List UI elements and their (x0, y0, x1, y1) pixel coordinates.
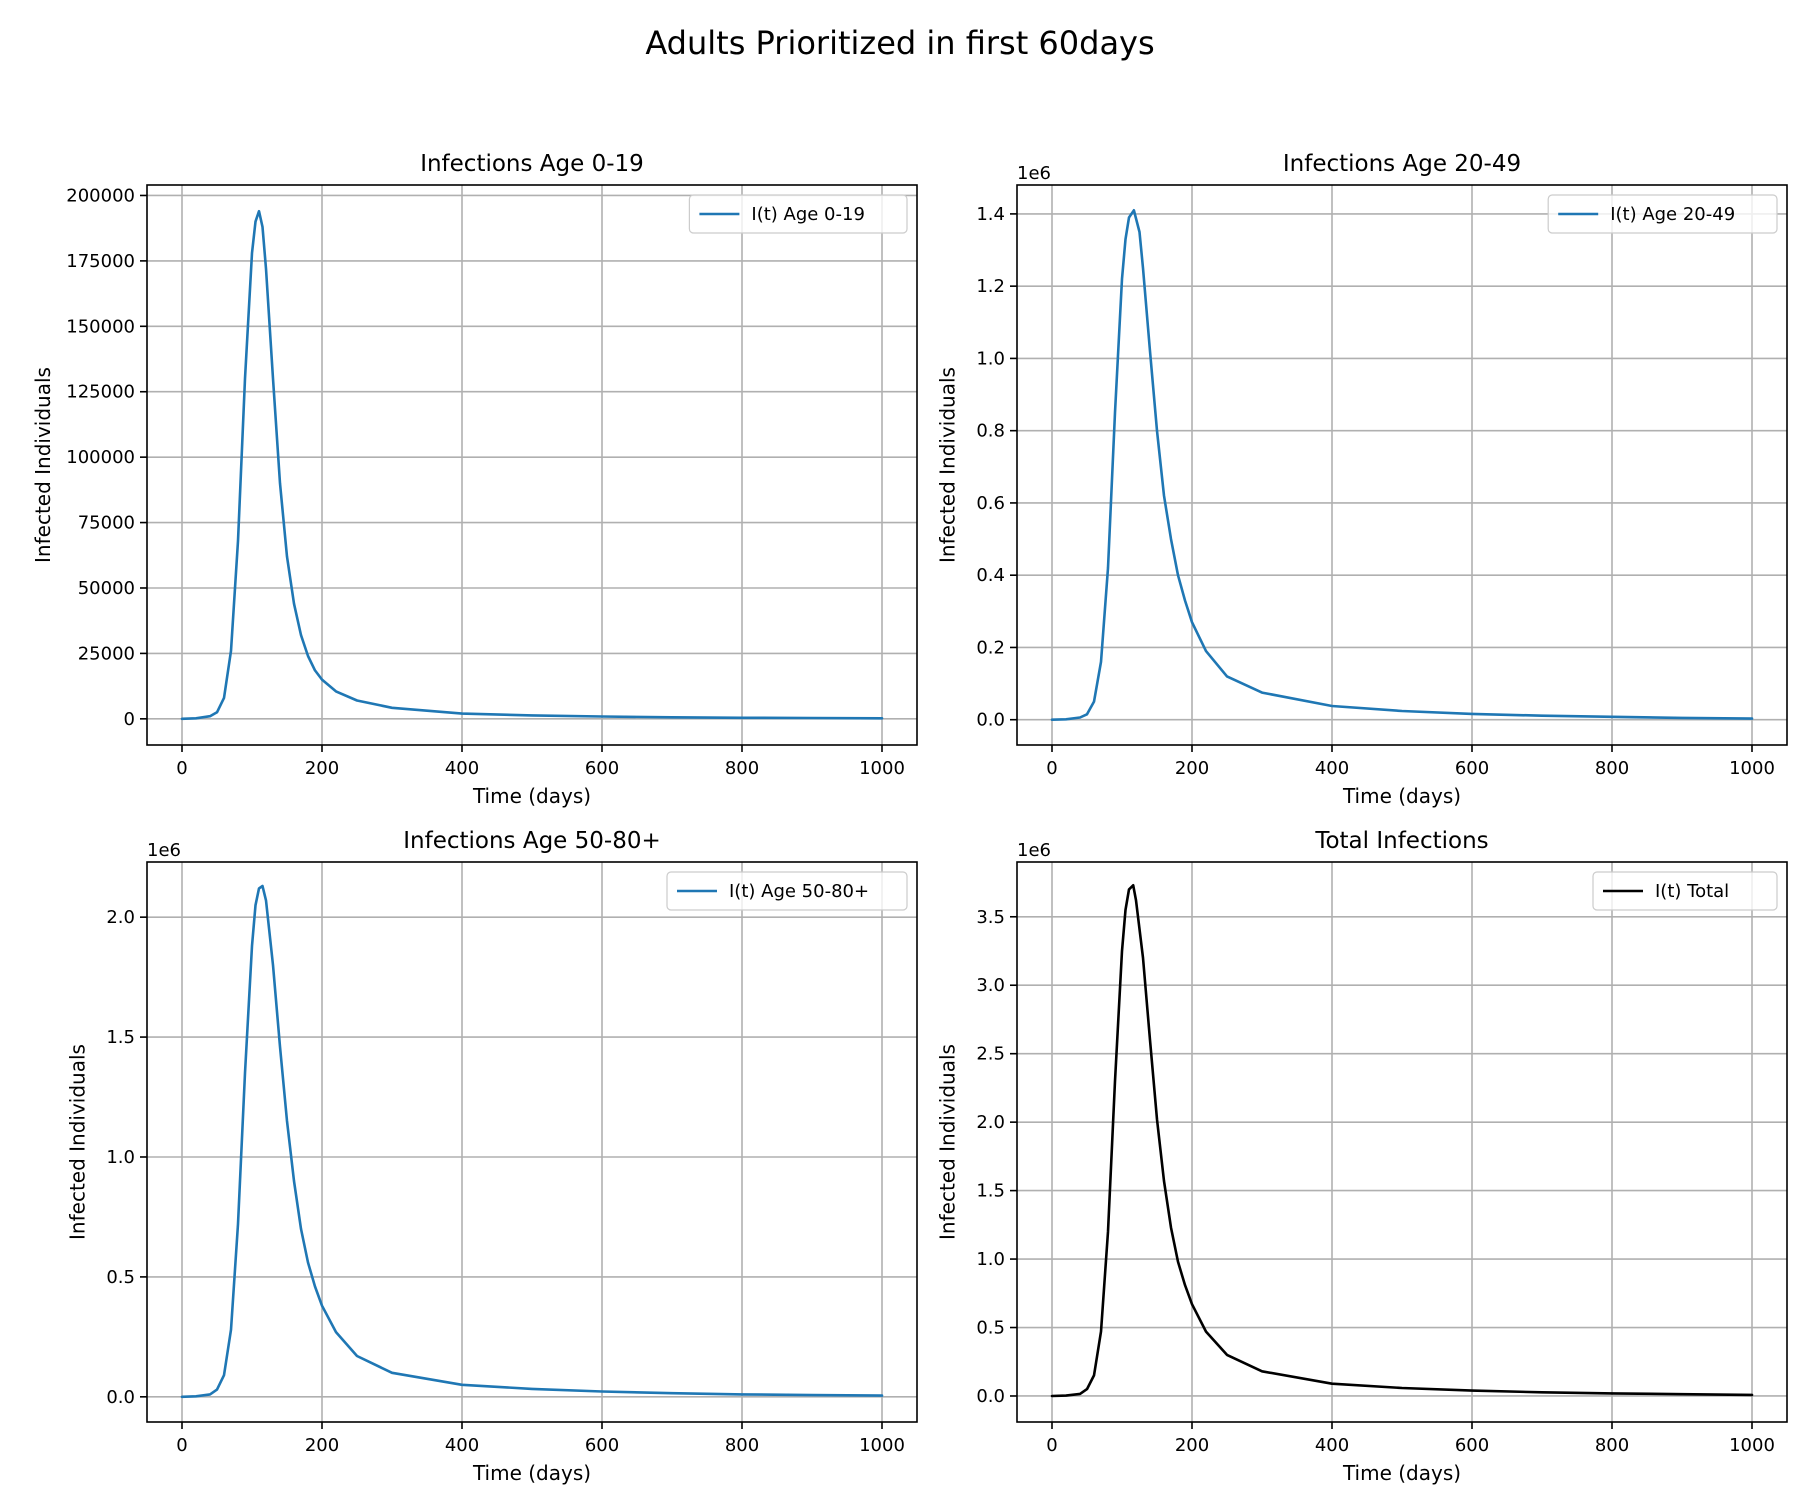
y-tick-label: 2.0 (106, 907, 135, 928)
y-tick-label: 50000 (78, 578, 135, 599)
x-tick-label: 1000 (859, 1435, 905, 1456)
x-tick-label: 1000 (1729, 1435, 1775, 1456)
x-tick-label: 0 (176, 1435, 187, 1456)
x-tick-label: 400 (445, 1435, 479, 1456)
axes-frame (146, 861, 918, 1423)
x-tick-label: 200 (305, 1435, 339, 1456)
axes-frame (1016, 861, 1788, 1423)
subplot-2: 0 200 400 600 800 1000 0.0 0.2 0.4 0.6 0.8 1.0 1.2 1.… (936, 151, 1788, 808)
y-tick-label: 175000 (66, 251, 135, 272)
x-tick-label: 0 (1046, 1435, 1057, 1456)
y-tick-label: 0.6 (976, 493, 1005, 514)
series-line (1050, 884, 1754, 1398)
y-tick-label: 0 (124, 709, 135, 730)
legend-label: I(t) Age 20-49 (1610, 204, 1735, 225)
y-tick-label: 0.5 (976, 1318, 1005, 1339)
series-line (180, 209, 884, 721)
subplot-1: 0 200 400 600 800 1000 0 25000 50000 75000 100000 1… (31, 151, 918, 808)
y-tick-label: 25000 (78, 643, 135, 664)
x-tick-label: 600 (585, 758, 619, 779)
axes-frame (146, 184, 918, 746)
y-tick-label: 0.8 (976, 421, 1005, 442)
y-offset-label: 1e6 (1017, 163, 1051, 184)
y-tick-label: 1.0 (106, 1147, 135, 1168)
legend-label: I(t) Age 50-80+ (729, 881, 869, 902)
y-tick-label: 1.4 (976, 204, 1005, 225)
y-axis-label: Infected Individuals (936, 1044, 960, 1240)
legend: I(t) Age 50-80+ (666, 871, 908, 911)
y-tick-label: 0.5 (106, 1267, 135, 1288)
x-tick-label: 400 (1315, 1435, 1349, 1456)
x-tick-label: 200 (305, 758, 339, 779)
x-tick-label: 400 (445, 758, 479, 779)
y-offset-label: 1e6 (147, 840, 181, 861)
y-axis-label: Infected Individuals (66, 1044, 90, 1240)
legend-box (688, 194, 908, 234)
subplot-title: Total Infections (1314, 828, 1488, 854)
legend: I(t) Age 20-49 (1547, 194, 1778, 234)
y-tick-label: 3.5 (976, 907, 1005, 928)
legend: I(t) Age 0-19 (688, 194, 908, 234)
legend-label: I(t) Age 0-19 (751, 204, 865, 225)
x-tick-label: 0 (176, 758, 187, 779)
y-tick-label: 0.0 (976, 710, 1005, 731)
y-tick-label: 1.0 (976, 348, 1005, 369)
x-tick-label: 0 (1046, 758, 1057, 779)
y-tick-label: 0.0 (106, 1387, 135, 1408)
legend-box (666, 871, 908, 911)
series-line (180, 884, 884, 1399)
axes-frame (1016, 184, 1788, 746)
subplot-title: Infections Age 20-49 (1283, 151, 1521, 177)
y-tick-label: 1.0 (976, 1249, 1005, 1270)
x-tick-label: 200 (1175, 758, 1209, 779)
legend-box (1592, 871, 1778, 911)
figure-title: Adults Prioritized in first 60days (645, 24, 1154, 62)
y-tick-label: 0.4 (976, 565, 1005, 586)
x-tick-label: 800 (725, 758, 759, 779)
y-tick-label: 1.5 (106, 1027, 135, 1048)
subplot-title: Infections Age 0-19 (420, 151, 644, 177)
y-tick-label: 150000 (66, 316, 135, 337)
x-axis-label: Time (days) (1342, 784, 1461, 808)
subplots-grid: 0 200 400 600 800 100002500050000750001000001… (31, 151, 1788, 1485)
x-tick-label: 1000 (859, 758, 905, 779)
subplot-title: Infections Age 50-80+ (403, 828, 661, 854)
x-axis-label: Time (days) (472, 784, 591, 808)
x-tick-label: 200 (1175, 1435, 1209, 1456)
x-tick-label: 600 (585, 1435, 619, 1456)
x-tick-label: 800 (725, 1435, 759, 1456)
legend: I(t) Total (1592, 871, 1778, 911)
x-tick-label: 1000 (1729, 758, 1775, 779)
y-tick-label: 2.5 (976, 1044, 1005, 1065)
x-tick-label: 800 (1595, 1435, 1629, 1456)
y-tick-label: 0.2 (976, 637, 1005, 658)
y-tick-label: 75000 (78, 513, 135, 534)
y-axis-label: Infected Individuals (31, 367, 55, 563)
y-tick-label: 1.5 (976, 1181, 1005, 1202)
subplot-3: 0 200 400 600 800 1000 0.0 0.5 1.0 1.5 2.0 1e6 Infec… (66, 828, 918, 1485)
y-offset-label: 1e6 (1017, 840, 1051, 861)
y-tick-label: 0.0 (976, 1386, 1005, 1407)
y-tick-label: 1.2 (976, 276, 1005, 297)
y-tick-label: 200000 (66, 185, 135, 206)
legend-label: I(t) Total (1655, 881, 1729, 902)
subplot-4: 0 200 400 600 800 1000 0.0 0.5 1.0 1.5 2.0 2.5 3.0 3.… (936, 828, 1788, 1485)
x-axis-label: Time (days) (1342, 1461, 1461, 1485)
series-line (1050, 209, 1754, 721)
legend-box (1547, 194, 1778, 234)
y-tick-label: 2.0 (976, 1112, 1005, 1133)
y-tick-label: 125000 (66, 382, 135, 403)
x-tick-label: 600 (1455, 758, 1489, 779)
x-tick-label: 400 (1315, 758, 1349, 779)
x-tick-label: 800 (1595, 758, 1629, 779)
x-axis-label: Time (days) (472, 1461, 591, 1485)
y-tick-label: 100000 (66, 447, 135, 468)
y-axis-label: Infected Individuals (936, 367, 960, 563)
y-tick-label: 3.0 (976, 975, 1005, 996)
x-tick-label: 600 (1455, 1435, 1489, 1456)
